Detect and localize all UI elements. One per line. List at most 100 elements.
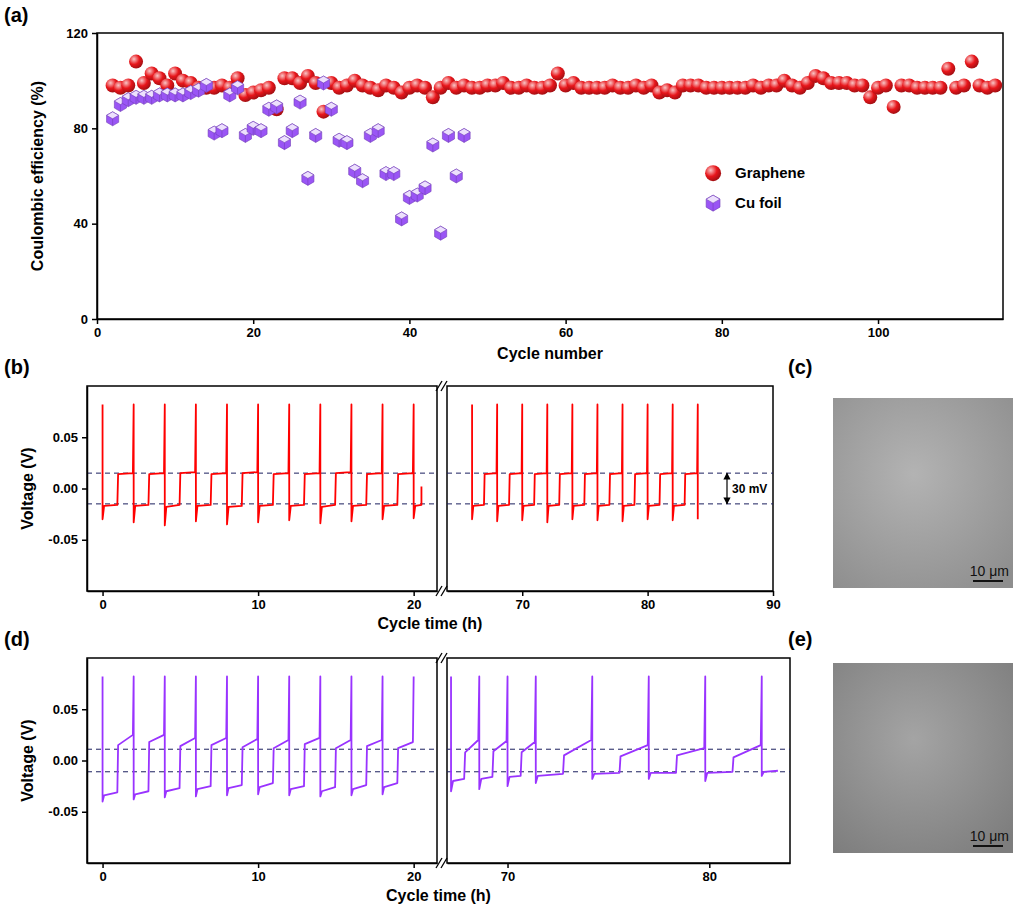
tick: 100 — [868, 319, 890, 340]
plot-area — [447, 404, 773, 522]
data-point — [442, 128, 454, 142]
tick-mark — [413, 591, 415, 596]
annotation-arrow — [726, 473, 727, 504]
data-point — [957, 78, 971, 92]
tick-label: 40 — [403, 325, 417, 340]
data-point — [232, 81, 244, 95]
marker-body — [419, 181, 431, 195]
data-point — [965, 55, 979, 69]
y-axis-title: Voltage (V) — [19, 447, 36, 529]
tick-mark — [507, 863, 509, 868]
x-axis: 020406080100 — [94, 319, 1004, 340]
y-axis: -0.050.000.05 — [48, 387, 87, 592]
marker-body — [450, 169, 462, 183]
marker-top — [356, 174, 368, 181]
tick-label: 0 — [99, 869, 106, 884]
tick-mark — [82, 437, 87, 439]
tick-label: 80 — [74, 121, 88, 136]
tick: 70 — [515, 591, 529, 612]
tick-mark — [102, 591, 104, 596]
tick-mark — [722, 319, 724, 324]
data-point — [934, 81, 948, 95]
tick-mark — [522, 591, 524, 596]
tick: 10 — [251, 591, 265, 612]
tick-mark — [82, 812, 87, 814]
marker-body — [396, 212, 408, 226]
data-point — [278, 136, 290, 150]
x-axis: 7080 — [448, 863, 791, 884]
axis-line — [448, 863, 791, 865]
tick-label: 0.00 — [53, 753, 78, 768]
tick: 80 — [74, 121, 97, 136]
data-point — [200, 78, 212, 92]
x-axis: 0 10 20 — [88, 863, 438, 884]
tick: 90 — [766, 591, 780, 612]
axis-break — [441, 381, 447, 391]
axis-line — [88, 863, 438, 865]
data-point — [129, 55, 143, 69]
legend-item: Cu foil — [706, 194, 782, 211]
axis-break — [436, 381, 442, 391]
tick-mark — [253, 319, 255, 324]
marker-body — [216, 124, 228, 138]
tick: 40 — [74, 216, 97, 231]
tick-label: 10 — [251, 869, 265, 884]
marker-edge — [237, 88, 238, 95]
marker-edge — [393, 174, 394, 181]
marker-top — [349, 164, 361, 171]
x-axis: 708090 — [448, 591, 781, 612]
marker-edge — [206, 85, 207, 92]
marker-top — [310, 128, 322, 135]
legend: Graphene Cu foil — [705, 164, 805, 211]
marker-top — [442, 128, 454, 135]
tick-label: 80 — [715, 325, 729, 340]
marker-edge — [362, 181, 363, 188]
data-point — [216, 124, 228, 138]
plot-area — [106, 55, 1003, 241]
tick: 0 — [94, 319, 101, 340]
marker-body — [200, 78, 212, 92]
tick-label: 20 — [407, 869, 421, 884]
tick: 80 — [703, 863, 717, 884]
marker-body — [458, 128, 470, 142]
y-axis: -0.050.000.05 — [48, 659, 87, 864]
data-line — [103, 404, 422, 525]
tick-mark — [92, 33, 97, 35]
marker-edge — [401, 219, 402, 226]
scale-bar — [973, 580, 1003, 582]
marker-edge — [268, 109, 269, 116]
panel: 70809030 mV — [436, 381, 781, 612]
tick-mark — [565, 319, 567, 324]
tick-label: 0 — [94, 325, 101, 340]
data-point — [941, 62, 955, 76]
plot-frame — [87, 386, 437, 591]
axis-line — [448, 591, 774, 593]
tick: 0 — [99, 591, 106, 612]
axis-break — [441, 858, 447, 868]
tick: 0.05 — [53, 702, 87, 717]
figure: 02040608010004080120Cycle numberCoulombi… — [0, 0, 1021, 912]
scale-bar — [973, 845, 1003, 847]
data-point — [121, 78, 135, 92]
tick: -0.05 — [48, 532, 87, 547]
plot-frame — [447, 658, 790, 863]
data-point — [294, 95, 306, 109]
marker-edge — [370, 135, 371, 142]
tick-label: 20 — [246, 325, 260, 340]
legend-swatch — [706, 195, 720, 211]
data-point — [310, 128, 322, 142]
axis-break — [436, 653, 442, 663]
tick: 0.00 — [53, 481, 87, 496]
axis-break — [441, 586, 447, 596]
tick-label: 80 — [703, 869, 717, 884]
panel-label: (d) — [4, 628, 30, 650]
marker-edge — [175, 95, 176, 102]
marker-edge — [417, 195, 418, 202]
marker-top — [427, 138, 439, 145]
legend-label: Graphene — [735, 164, 805, 181]
tick-mark — [82, 488, 87, 490]
data-point — [388, 167, 400, 181]
marker-top — [458, 128, 470, 135]
data-point — [543, 78, 557, 92]
tick: 40 — [403, 319, 417, 340]
